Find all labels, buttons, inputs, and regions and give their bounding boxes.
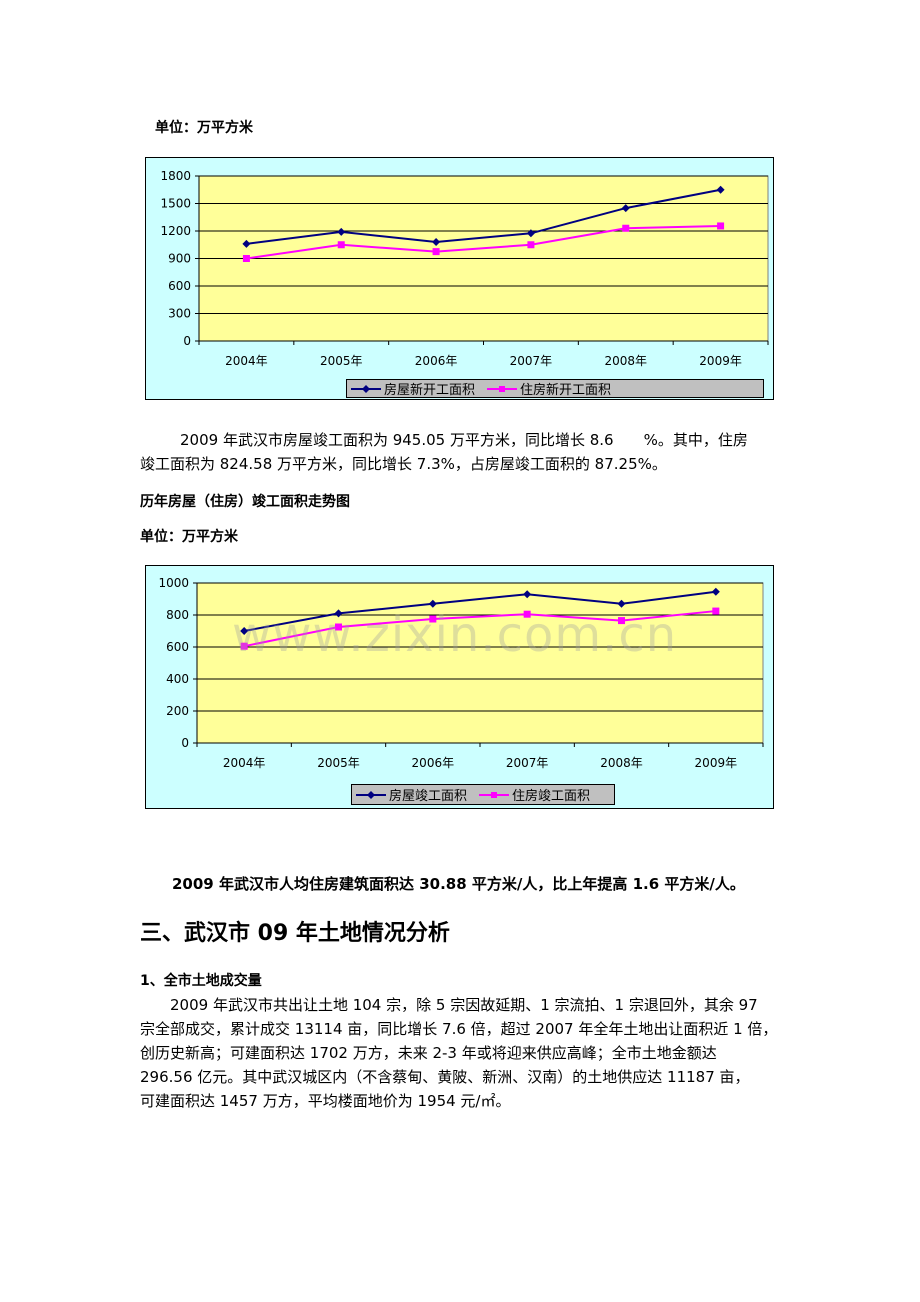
chart1-series-2-point <box>242 255 250 262</box>
chart2-series-1-point <box>523 590 532 599</box>
chart2-ytick-label: 200 <box>166 704 189 718</box>
chart2-series-2-point <box>240 642 248 650</box>
chart2-area: 0 200 400 600 800 1000 2004年 2005年 2006年 2007年 200… <box>145 565 774 809</box>
chart1-series-1-point <box>526 229 535 238</box>
chart2-plot-area <box>196 582 764 744</box>
chart1-ytick-label: 1200 <box>160 224 191 238</box>
chart2-series-2-point <box>335 623 342 631</box>
diamond-marker-icon <box>356 790 386 799</box>
chart2-heading: 历年房屋（住房）竣工面积走势图 <box>140 494 350 510</box>
chart1-ytick-label: 1500 <box>160 197 191 211</box>
chart1-series-2-point <box>622 224 630 232</box>
square-marker-icon <box>487 385 518 392</box>
chart1-series-2-point <box>432 248 440 256</box>
chart2-legend: 房屋竣工面积 住房竣工面积 <box>351 784 615 805</box>
chart2-series-1-point <box>617 599 626 608</box>
chart2-ytick-label: 0 <box>181 736 189 750</box>
paragraph-line: 2009 年武汉市房屋竣工面积为 945.05 万平方米，同比增长 8.6 %。… <box>180 431 748 449</box>
chart2-ytick-label: 600 <box>166 640 189 654</box>
chart2-series-2-line <box>243 610 716 648</box>
chart1-legend-label-1: 房屋新开工面积 <box>384 383 476 398</box>
chart2-legend-label-2: 住房竣工面积 <box>512 789 591 804</box>
chart1-ytick-label: 600 <box>168 279 191 293</box>
paragraph-line: 竣工面积为 824.58 万平方米，同比增长 7.3%，占房屋竣工面积的 87.… <box>140 455 667 473</box>
paragraph-line: 2009 年武汉市共出让土地 104 宗，除 5 宗因故延期、1 宗流拍、1 宗… <box>170 996 758 1014</box>
chart1-series-2-point <box>527 241 535 249</box>
chart2-legend-label-1: 房屋竣工面积 <box>389 789 468 804</box>
chart2-legend-item-2: 住房竣工面积 <box>479 785 590 804</box>
unit-label-chart2: 单位：万平方米 <box>140 529 238 545</box>
chart1-legend-label-2: 住房新开工面积 <box>520 383 612 398</box>
chart2-xtick-label: 2009年 <box>695 756 738 770</box>
paragraph-per-capita: 2009 年武汉市人均住房建筑面积达 30.88 平方米/人，比上年提高 1.6… <box>172 875 745 893</box>
chart2-xtick-label: 2005年 <box>317 756 360 770</box>
chart1-svg: 0 300 600 900 1200 1500 1800 2004年 2005年 2006年 200… <box>160 169 769 368</box>
chart1-area: 0 300 600 900 1200 1500 1800 2004年 2005年 2006年 200… <box>145 157 774 400</box>
chart2-legend-item-1: 房屋竣工面积 <box>356 785 467 804</box>
chart2-series-1-point <box>428 599 437 608</box>
chart1-xtick-label: 2007年 <box>510 354 553 368</box>
paragraph-land: 2009 年武汉市共出让土地 104 宗，除 5 宗因故延期、1 宗流拍、1 宗… <box>140 993 790 1113</box>
chart1-ytick-label: 1800 <box>160 169 191 183</box>
paragraph-line: 296.56 亿元。其中武汉城区内（不含蔡甸、黄陂、新洲、汉南）的土地供应达 1… <box>140 1068 750 1086</box>
chart1-ytick-label: 900 <box>168 252 191 266</box>
chart1-xtick-label: 2008年 <box>604 354 647 368</box>
chart2-series-1-line <box>243 590 716 632</box>
paragraph-line: 可建面积达 1457 万方，平均楼面地价为 1954 元/㎡。 <box>140 1092 511 1110</box>
square-marker-icon <box>479 791 510 798</box>
chart2-ytick-label: 1000 <box>158 576 189 590</box>
chart1-series-1-point <box>432 238 441 246</box>
chart2-ytick-label: 800 <box>166 608 189 622</box>
chart2-xtick-label: 2004年 <box>223 756 266 770</box>
chart2-series-1-point <box>711 587 720 596</box>
chart2-ytick-label: 400 <box>166 672 189 686</box>
chart2-xtick-label: 2006年 <box>412 756 455 770</box>
chart1-legend: 房屋新开工面积 住房新开工面积 <box>346 379 764 398</box>
chart1-series-1-point <box>337 227 346 236</box>
unit-label-chart1: 单位：万平方米 <box>155 120 253 136</box>
watermark-text: www.zixin.com.cn <box>232 607 678 663</box>
chart1-series-1-point <box>242 239 251 248</box>
chart1-series-1-point <box>621 204 630 213</box>
chart2-series-1-point <box>334 609 343 618</box>
paragraph-completion: 2009 年武汉市房屋竣工面积为 945.05 万平方米，同比增长 8.6 %。… <box>140 428 780 476</box>
chart2-series-2-point <box>618 617 625 625</box>
chart1-ytick-label: 300 <box>168 307 191 321</box>
chart1-xtick-label: 2004年 <box>225 354 268 368</box>
chart1-legend-item-2: 住房新开工面积 <box>487 379 611 398</box>
chart2-xtick-label: 2007年 <box>506 756 549 770</box>
chart1-series-2-point <box>717 222 725 230</box>
chart1-series-1-line <box>246 188 721 245</box>
section-title: 三、武汉市 09 年土地情况分析 <box>140 921 450 946</box>
chart1-legend-item-1: 房屋新开工面积 <box>351 379 475 398</box>
chart1-series-2-point <box>337 241 345 249</box>
chart2-svg: 0 200 400 600 800 1000 2004年 2005年 2006年 2007年 200… <box>158 576 764 770</box>
chart2-series-2-point <box>523 610 531 618</box>
chart1-xtick-label: 2006年 <box>415 354 458 368</box>
paragraph-line: 宗全部成交，累计成交 13114 亩，同比增长 7.6 倍，超过 2007 年全… <box>140 1020 778 1038</box>
chart1-xtick-label: 2009年 <box>699 354 742 368</box>
chart2-series-1-point <box>240 627 249 635</box>
chart2-xtick-label: 2008年 <box>600 756 643 770</box>
chart1-series-1-point <box>716 185 725 194</box>
chart1-ytick-label: 0 <box>183 334 191 348</box>
chart1-series-2-line <box>246 224 721 260</box>
chart2-series-2-point <box>712 607 720 615</box>
chart1-xtick-label: 2005年 <box>320 354 363 368</box>
diamond-marker-icon <box>351 384 381 393</box>
sub-heading: 1、全市土地成交量 <box>140 973 262 989</box>
paragraph-line: 创历史新高；可建面积达 1702 万方，未来 2-3 年或将迎来供应高峰；全市土… <box>140 1044 717 1062</box>
chart2-series-2-point <box>429 615 437 623</box>
